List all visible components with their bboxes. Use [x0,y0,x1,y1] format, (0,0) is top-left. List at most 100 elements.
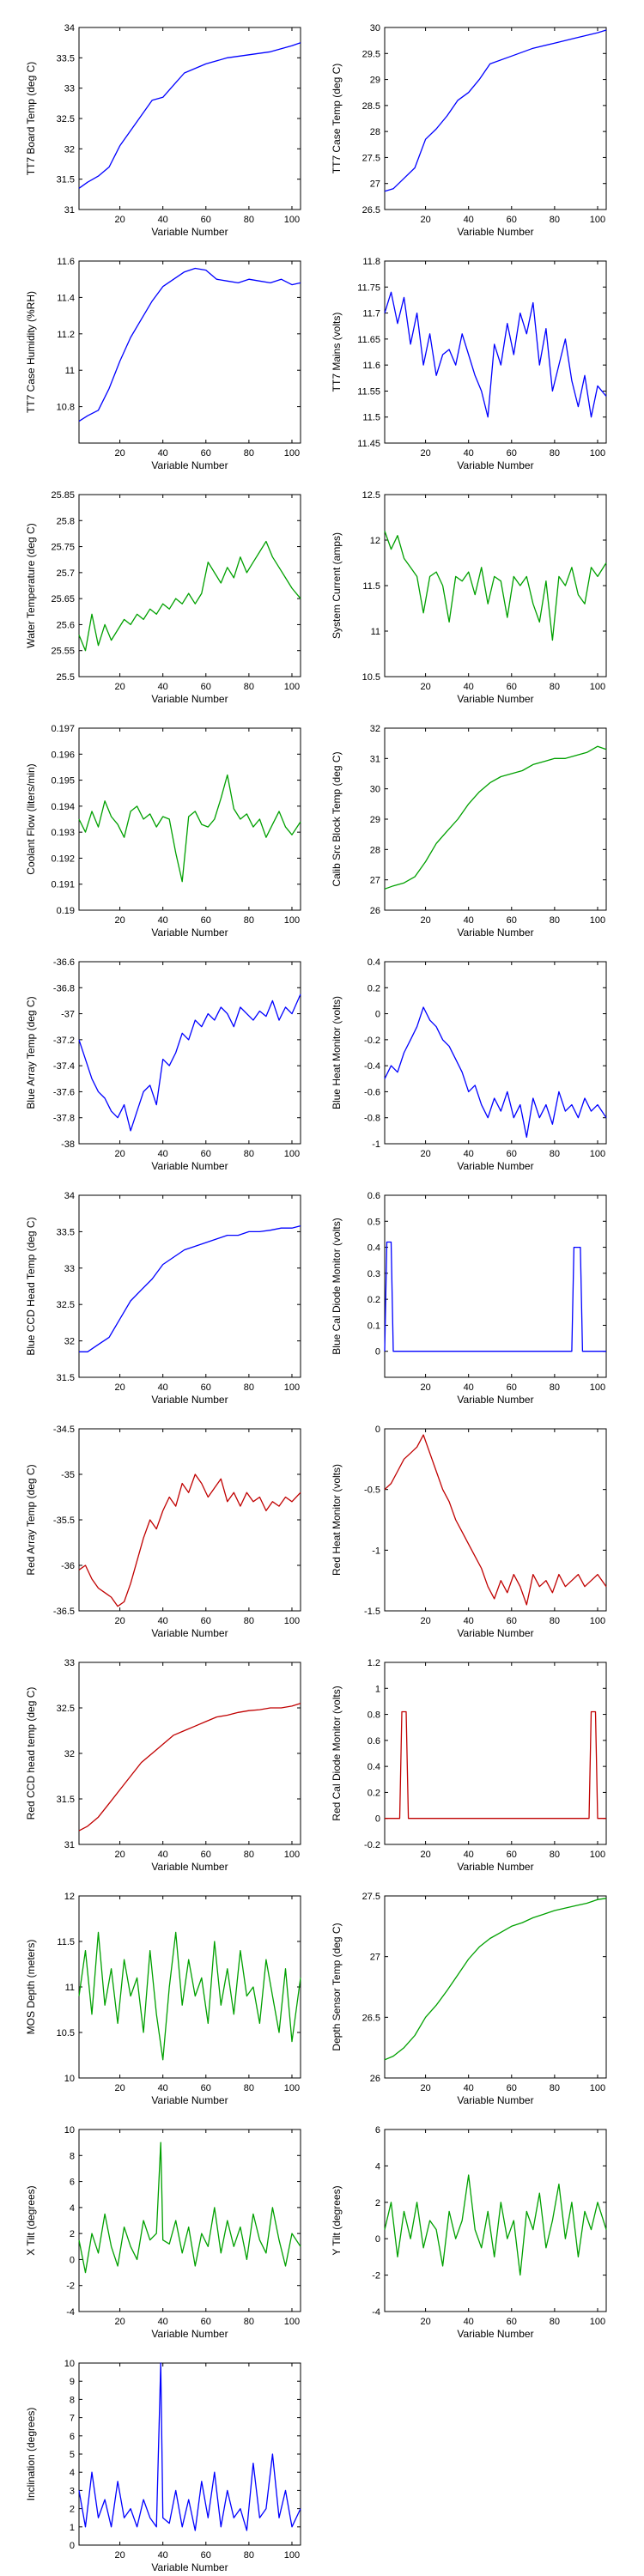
y-axis-label: Coolant Flow (liters/min) [25,763,37,874]
y-tick-label: -4 [372,2307,380,2318]
y-tick-label: 32 [64,1337,75,1347]
y-tick-label: -0.5 [364,1485,380,1496]
x-tick-label: 40 [464,915,474,926]
y-tick-label: 0.2 [368,983,380,993]
plot-frame [384,494,607,677]
y-tick-label: 29.5 [362,49,380,59]
x-tick-label: 80 [550,215,560,225]
x-tick-label: 40 [464,1382,474,1393]
x-axis-label: Variable Number [457,459,533,471]
y-tick-label: 6 [70,2432,75,2442]
y-tick-label: -0.4 [364,1061,380,1072]
y-tick-label: 11.6 [362,361,380,371]
x-axis-label: Variable Number [151,2094,228,2106]
x-axis-label: Variable Number [151,1627,228,1639]
y-tick-label: 0 [375,1010,380,1020]
x-tick-label: 60 [201,682,211,692]
y-tick-label: 31.5 [57,1373,75,1383]
x-axis-label: Variable Number [151,1394,228,1406]
plot-frame [384,260,607,444]
x-axis-label: Variable Number [151,459,228,471]
series-line [385,1710,606,1820]
x-axis-label: Variable Number [151,2328,228,2340]
y-tick-label: -37.4 [53,1061,75,1072]
x-tick-label: 100 [284,2550,300,2561]
y-tick-label: 31.5 [57,175,75,185]
x-tick-label: 20 [114,2550,125,2561]
y-tick-label: -0.2 [364,1036,380,1046]
x-tick-label: 80 [550,682,560,692]
x-tick-label: 100 [284,682,300,692]
x-axis-label: Variable Number [457,1627,533,1639]
y-tick-label: -37 [61,1010,75,1020]
y-tick-label: 8 [70,2151,75,2161]
chart-panel-3: 20 40 60 80 100 10.8 11 11.2 11.4 11.6 Variable Nu… [25,257,301,471]
y-tick-label: 10 [64,2359,75,2369]
y-tick-label: 27 [370,179,380,190]
x-tick-label: 100 [284,2083,300,2093]
y-tick-label: 31.5 [57,1795,75,1805]
y-tick-label: 0.2 [368,1295,380,1305]
series-line [78,267,301,422]
x-tick-label: 80 [244,1616,254,1626]
series-line [78,993,301,1132]
y-tick-label: 11.45 [357,439,380,449]
chart-panel-11: 20 40 60 80 100 31.5 32 32.5 33 33.5 34 Variable Nu… [25,1191,301,1406]
y-tick-label: 27 [370,1953,380,1963]
y-axis-label: Depth Sensor Temp (deg C) [331,1923,343,2050]
x-axis-label: Variable Number [457,1394,533,1406]
chart-panel-14: 20 40 60 80 100 -1.5 -1 -0.5 0 Variable Number Red… [331,1425,607,1639]
y-axis-label: Red Array Temp (deg C) [25,1464,37,1575]
x-tick-label: 40 [464,448,474,459]
y-tick-label: 11.4 [57,293,75,303]
x-tick-label: 80 [244,1149,254,1159]
x-tick-label: 40 [158,915,168,926]
chart-panel-15: 20 40 60 80 100 31 31.5 32 32.5 33 Variable Number… [25,1658,301,1873]
y-tick-label: 1 [70,2523,75,2533]
x-tick-label: 40 [464,215,474,225]
y-tick-label: 0.196 [51,750,75,760]
y-tick-label: 0.191 [51,880,75,890]
x-tick-label: 20 [114,1616,125,1626]
x-tick-label: 40 [158,215,168,225]
y-tick-label: -35.5 [53,1516,75,1526]
y-tick-label: -38 [61,1139,75,1150]
x-tick-label: 20 [114,682,125,692]
plot-frame [78,27,301,210]
x-tick-label: 40 [158,1149,168,1159]
y-tick-label: -1 [372,1546,380,1556]
series-line [78,774,301,883]
y-tick-label: 29 [370,76,380,86]
y-tick-label: 25.75 [51,543,75,553]
x-tick-label: 40 [158,2083,168,2093]
y-tick-label: 28 [370,845,380,855]
y-tick-label: 0.8 [368,1710,380,1721]
y-axis-label: TT7 Mains (volts) [331,313,343,392]
x-tick-label: 40 [158,1850,168,1860]
x-tick-label: 20 [420,1850,430,1860]
y-tick-label: 12 [64,1892,75,1902]
x-tick-label: 60 [507,1149,517,1159]
y-axis-label: Red Cal Diode Monitor (volts) [331,1686,343,1820]
y-tick-label: 10.5 [362,672,380,683]
chart-panel-4: 20 40 60 80 100 11.45 11.5 11.55 11.6 11.65 11.7 11… [331,257,607,471]
x-tick-label: 80 [244,1382,254,1393]
x-tick-label: 100 [590,2317,605,2327]
y-axis-label: Red CCD head temp (deg C) [25,1687,37,1820]
y-tick-label: -37.8 [53,1114,75,1124]
x-tick-label: 20 [420,1616,430,1626]
y-tick-label: 12 [370,536,380,546]
x-tick-label: 60 [201,1382,211,1393]
series-line [384,1898,607,2061]
y-tick-label: -0.6 [364,1087,380,1097]
chart-panel-13: 20 40 60 80 100 -36.5 -36 -35.5 -35 -34.5 Variable… [25,1425,301,1639]
x-tick-label: 60 [507,1382,517,1393]
x-tick-label: 20 [420,448,430,459]
x-tick-label: 60 [201,915,211,926]
x-tick-label: 40 [464,1149,474,1159]
y-tick-label: 34 [64,23,75,33]
x-tick-label: 100 [590,2083,605,2093]
series-line [78,2142,301,2274]
y-tick-label: -1 [372,1139,380,1150]
y-tick-label: 4 [70,2203,75,2214]
